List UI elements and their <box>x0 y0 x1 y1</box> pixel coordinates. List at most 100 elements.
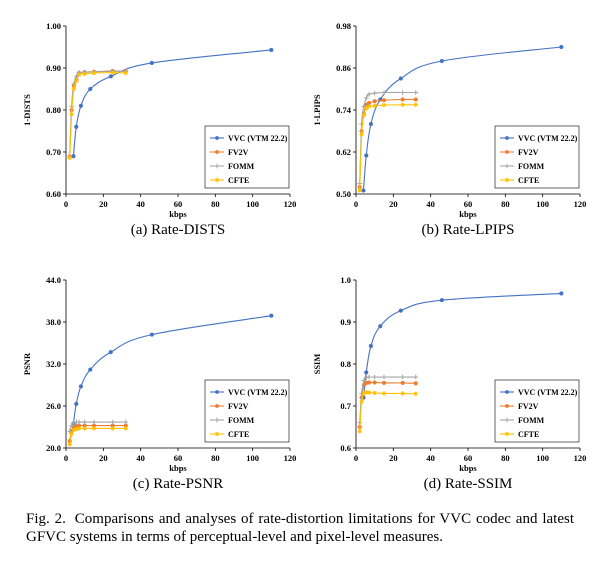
data-point <box>361 104 367 109</box>
data-point <box>123 419 129 425</box>
data-point <box>398 308 403 313</box>
caption-rate-lpips: (b) Rate-LPIPS <box>421 222 515 238</box>
y-tick-label: 20.0 <box>46 443 61 453</box>
x-tick-label: 60 <box>174 453 183 463</box>
data-point <box>91 70 97 76</box>
y-tick-label: 0.7 <box>340 401 351 411</box>
data-point <box>76 419 82 425</box>
data-point <box>413 90 419 95</box>
data-point <box>372 390 377 396</box>
data-point <box>91 419 97 425</box>
data-point <box>359 121 364 127</box>
x-tick-label: 100 <box>536 199 549 209</box>
data-point <box>71 154 76 159</box>
data-point <box>67 155 72 161</box>
legend-marker <box>215 404 219 408</box>
series-line <box>359 391 416 432</box>
data-point <box>364 95 369 101</box>
figure-caption-label: Fig. 2. <box>26 511 66 527</box>
legend-box <box>494 125 580 189</box>
data-point <box>559 44 564 50</box>
y-tick-label: 0.98 <box>336 21 351 31</box>
legend-label-vvc-vtm-22-2: VVC (VTM 22.2) <box>518 134 578 143</box>
legend-label-cfte: CFTE <box>228 430 249 439</box>
series-cfte <box>67 426 128 447</box>
x-tick-label: 80 <box>211 199 220 209</box>
data-point <box>364 153 369 158</box>
data-point <box>69 112 74 117</box>
data-point <box>366 380 372 385</box>
data-point <box>400 391 405 396</box>
legend-label-vvc-vtm-22-2: VVC (VTM 22.2) <box>228 388 288 397</box>
x-tick-label: 40 <box>136 453 145 463</box>
data-point <box>76 426 82 431</box>
x-tick-label: 0 <box>354 199 358 209</box>
x-tick-label: 20 <box>99 199 108 209</box>
data-point <box>368 121 374 127</box>
data-point <box>439 298 444 303</box>
data-point <box>108 349 113 355</box>
chart-rate-lpips: 0.50 0.62 0.74 0.86 0.98 0 20 40 60 80 100 120 kbps 1… <box>290 8 586 220</box>
caption-rate-dists: (a) Rate-DISTS <box>130 222 226 238</box>
legend-label-fomm: FOMM <box>228 162 255 171</box>
chart-rate-psnr: 20.0 26.0 32.0 38.0 44.0 0 20 40 60 80 100 120 kbps P… <box>0 262 296 474</box>
x-tick-label: 100 <box>246 199 259 209</box>
legend-marker <box>504 177 510 183</box>
data-point <box>366 104 372 109</box>
y-tick-label: 0.62 <box>336 147 351 157</box>
data-point <box>364 389 369 395</box>
y-tick-label: 32.0 <box>46 359 61 369</box>
data-point <box>439 58 444 64</box>
legend-label-fv2v: FV2V <box>518 402 539 411</box>
y-tick-label: 38.0 <box>46 317 61 327</box>
caption-rate-ssim: (d) Rate-SSIM <box>423 476 513 492</box>
data-point <box>67 442 72 447</box>
data-point <box>381 391 387 396</box>
data-point <box>149 60 154 66</box>
data-point <box>91 426 97 431</box>
data-point <box>381 98 387 103</box>
y-tick-label: 0.80 <box>46 105 61 115</box>
y-tick-label: 0.60 <box>46 189 61 199</box>
legend-marker <box>215 150 219 154</box>
data-point <box>359 399 364 404</box>
data-point <box>71 427 77 432</box>
legend-label-fomm: FOMM <box>518 162 545 171</box>
data-point <box>364 370 369 375</box>
data-point <box>398 76 403 81</box>
x-tick-label: 120 <box>284 199 297 209</box>
chart-rate-dists: 0.60 0.70 0.80 0.90 1.00 0 20 40 60 80 100 120 kbps 1… <box>0 8 296 220</box>
legend-marker <box>215 390 219 394</box>
legend: VVC (VTM 22.2) FV2V FOMM CFTE <box>494 125 580 189</box>
data-point <box>361 188 366 193</box>
x-tick-label: 120 <box>284 453 297 463</box>
legend-label-fv2v: FV2V <box>228 148 249 157</box>
series-fv2v <box>357 97 418 190</box>
legend-marker <box>214 163 220 169</box>
data-point <box>413 97 418 102</box>
data-point <box>372 99 377 104</box>
legend-marker <box>505 150 509 154</box>
data-point <box>400 97 405 102</box>
legend-label-fomm: FOMM <box>228 416 255 425</box>
data-point <box>413 374 419 380</box>
series-fomm <box>67 419 129 434</box>
x-tick-label: 20 <box>389 199 398 209</box>
data-point <box>357 429 362 434</box>
y-tick-label: 26.0 <box>46 401 61 411</box>
x-tick-label: 80 <box>501 199 510 209</box>
data-point <box>381 374 387 380</box>
y-tick-label: 1.0 <box>340 275 351 285</box>
data-point <box>269 47 274 53</box>
chart-svg: 20.0 26.0 32.0 38.0 44.0 0 20 40 60 80 100 120 kbps P… <box>22 275 296 473</box>
x-tick-label: 80 <box>501 453 510 463</box>
y-tick-label: 0.8 <box>340 359 351 369</box>
legend-marker <box>504 431 510 437</box>
legend-label-vvc-vtm-22-2: VVC (VTM 22.2) <box>518 388 578 397</box>
data-point <box>71 86 77 92</box>
data-point <box>110 419 116 425</box>
axes: 0.60 0.70 0.80 0.90 1.00 0 20 40 60 80 100 120 <box>46 21 296 209</box>
data-point <box>74 78 79 84</box>
legend-marker <box>215 136 219 140</box>
x-tick-label: 40 <box>426 453 435 463</box>
